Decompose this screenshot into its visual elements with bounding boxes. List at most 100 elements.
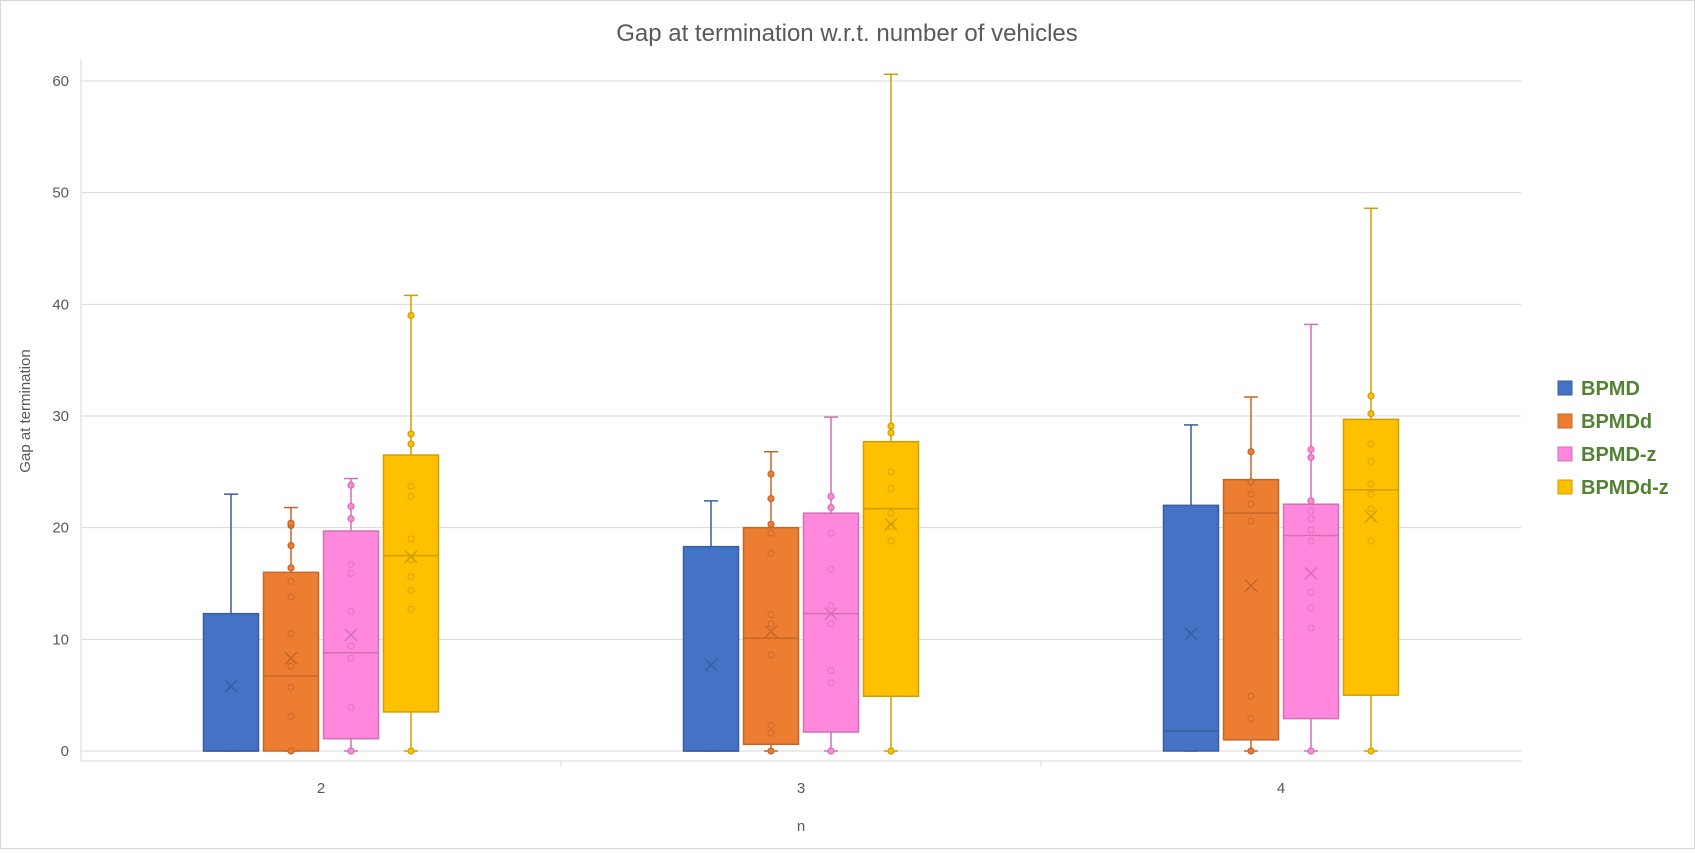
data-point	[827, 565, 835, 573]
data-point	[827, 747, 835, 755]
mean-marker	[824, 607, 838, 621]
data-point	[767, 721, 775, 729]
data-point	[287, 630, 295, 638]
data-point	[767, 620, 775, 628]
data-point	[1307, 526, 1315, 534]
data-point	[887, 484, 895, 493]
data-point	[407, 430, 415, 438]
box	[742, 526, 800, 746]
data-point	[287, 577, 295, 585]
data-point	[347, 560, 355, 569]
data-point	[1367, 392, 1375, 400]
data-point	[287, 593, 295, 601]
mean-marker	[1304, 566, 1318, 580]
box	[382, 454, 440, 713]
data-point	[767, 651, 775, 659]
data-point	[287, 564, 295, 572]
data-point	[407, 311, 415, 320]
data-point	[1307, 515, 1315, 523]
data-point	[1307, 624, 1315, 632]
data-point	[1367, 458, 1375, 466]
data-point	[1307, 588, 1315, 597]
mean-marker	[404, 550, 418, 564]
data-point	[1367, 537, 1375, 545]
data-point	[1307, 537, 1315, 545]
legend-label-bpmd-z: BPMD-z	[1581, 444, 1657, 466]
y-tick-label: 50	[52, 185, 69, 202]
x-tick-label: 4	[1277, 780, 1285, 797]
gridlines	[80, 58, 1521, 767]
data-point	[1247, 500, 1255, 508]
legend-label-bpmdd: BPMDd	[1581, 411, 1652, 433]
data-point	[1367, 505, 1375, 513]
data-point	[1307, 445, 1315, 454]
data-point	[407, 482, 415, 490]
series-bpmdd	[262, 396, 1280, 755]
data-point	[407, 747, 415, 755]
legend-swatch-bpmdd	[1557, 413, 1573, 429]
series-bpmdd-z	[382, 73, 1400, 755]
legend-label-bpmd: BPMD	[1581, 378, 1640, 400]
series-bpmd-z	[322, 323, 1340, 755]
data-point	[347, 569, 355, 578]
x-axis-ticks: 2 3 4	[317, 780, 1285, 797]
data-point	[1307, 604, 1315, 612]
mean-marker	[344, 628, 358, 642]
box	[1162, 504, 1220, 752]
mean-marker	[884, 517, 898, 531]
data-point	[887, 747, 895, 755]
x-axis-label: n	[797, 818, 805, 835]
mean-marker	[1184, 627, 1198, 641]
data-point	[287, 519, 295, 527]
box	[862, 440, 920, 698]
data-point	[1367, 410, 1375, 418]
data-point	[767, 529, 775, 537]
data-point	[767, 747, 775, 755]
y-tick-label: 40	[52, 296, 69, 313]
data-point	[407, 605, 415, 613]
chart-title: Gap at termination w.r.t. number of vehi…	[616, 20, 1078, 47]
data-point	[1247, 692, 1255, 700]
legend: BPMD BPMDd BPMD-z BPMDd-z	[1557, 378, 1669, 499]
data-point	[887, 509, 895, 517]
legend-swatch-bpmd	[1557, 380, 1573, 396]
y-axis-ticks: 0 10 20 30 40 50 60	[52, 73, 69, 760]
data-point	[287, 541, 295, 550]
data-point	[287, 712, 295, 720]
data-point	[407, 492, 415, 500]
data-point	[767, 611, 775, 619]
data-point	[1307, 747, 1315, 755]
data-point	[347, 607, 355, 616]
mean-marker	[284, 651, 298, 665]
data-point	[407, 586, 415, 594]
data-point	[827, 666, 835, 675]
box	[262, 571, 320, 752]
data-point	[1307, 453, 1315, 461]
legend-label-bpmdd-z: BPMDd-z	[1581, 477, 1669, 499]
legend-swatch-bpmd-z	[1557, 446, 1573, 462]
x-tick-label: 3	[797, 780, 805, 797]
box	[1222, 478, 1280, 741]
x-tick-label: 2	[317, 780, 325, 797]
data-point	[827, 492, 835, 500]
data-point	[827, 602, 835, 610]
data-point	[1307, 507, 1315, 515]
y-tick-label: 20	[52, 520, 69, 537]
mean-marker	[1364, 509, 1378, 524]
data-point	[887, 422, 895, 430]
data-point	[1307, 497, 1315, 505]
data-point	[887, 537, 895, 545]
data-point	[407, 535, 415, 543]
data-point	[407, 440, 415, 448]
legend-swatch-bpmdd-z	[1557, 479, 1573, 495]
data-point	[287, 662, 295, 670]
data-point	[347, 481, 355, 489]
data-point	[827, 529, 835, 537]
mean-marker	[704, 658, 718, 672]
data-point	[1247, 715, 1255, 723]
data-point	[347, 654, 355, 662]
data-point	[347, 642, 355, 650]
data-point	[347, 515, 355, 523]
data-point	[827, 679, 835, 687]
